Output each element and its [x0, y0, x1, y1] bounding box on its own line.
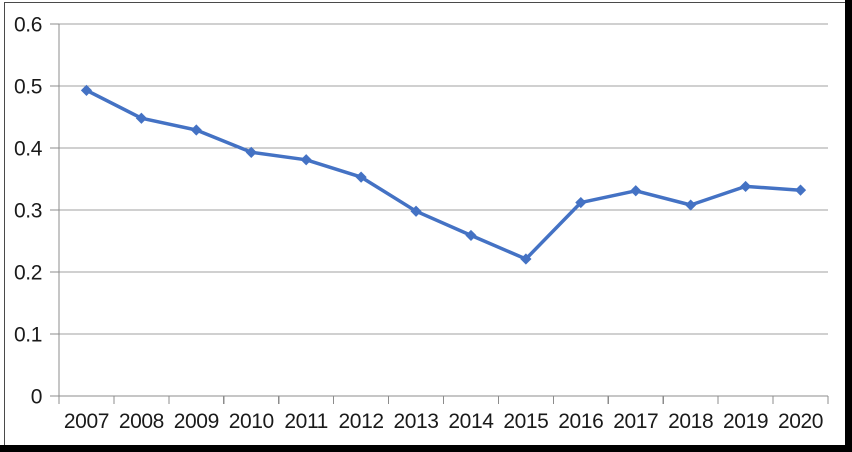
- data-point-marker: [794, 184, 807, 196]
- frame-right-border: [845, 0, 852, 452]
- x-tick-label: 2020: [778, 410, 823, 433]
- data-point-marker: [575, 196, 587, 209]
- y-tick-label: 0: [31, 386, 42, 409]
- data-point-marker: [520, 253, 532, 265]
- frame-bottom-border: [0, 445, 852, 452]
- x-tick-label: 2007: [64, 410, 109, 433]
- x-tick-label: 2017: [613, 410, 658, 433]
- data-point-marker: [80, 84, 93, 96]
- x-tick-label: 2009: [174, 410, 219, 433]
- data-point-marker: [740, 180, 752, 193]
- x-tick-label: 2008: [119, 410, 164, 433]
- y-tick-label: 0.6: [14, 14, 42, 37]
- x-tick-label: 2018: [668, 410, 713, 433]
- x-tick-label: 2016: [558, 410, 603, 433]
- y-tick-label: 0.1: [14, 324, 42, 347]
- x-tick-label: 2015: [503, 410, 548, 433]
- data-point-marker: [685, 199, 697, 211]
- data-point-marker: [135, 112, 147, 124]
- x-tick-label: 2011: [284, 410, 328, 433]
- x-tick-label: 2010: [229, 410, 274, 433]
- data-point-marker: [300, 154, 312, 166]
- y-tick-label: 0.5: [14, 76, 42, 99]
- data-line: [84, 88, 803, 261]
- y-tick-label: 0.2: [14, 262, 42, 285]
- y-tick-label: 0.4: [14, 138, 43, 161]
- data-point-marker: [465, 229, 477, 242]
- y-tick-label: 0.3: [14, 200, 42, 223]
- x-tick-label: 2012: [339, 410, 384, 433]
- data-point-marker: [355, 171, 367, 183]
- x-tick-label: 2014: [448, 410, 494, 433]
- data-point-marker: [190, 124, 202, 136]
- data-point-marker: [410, 205, 422, 217]
- x-tick-label: 2013: [393, 410, 438, 433]
- data-point-marker: [630, 185, 642, 197]
- data-point-marker: [245, 146, 257, 158]
- x-tick-label: 2019: [723, 410, 768, 433]
